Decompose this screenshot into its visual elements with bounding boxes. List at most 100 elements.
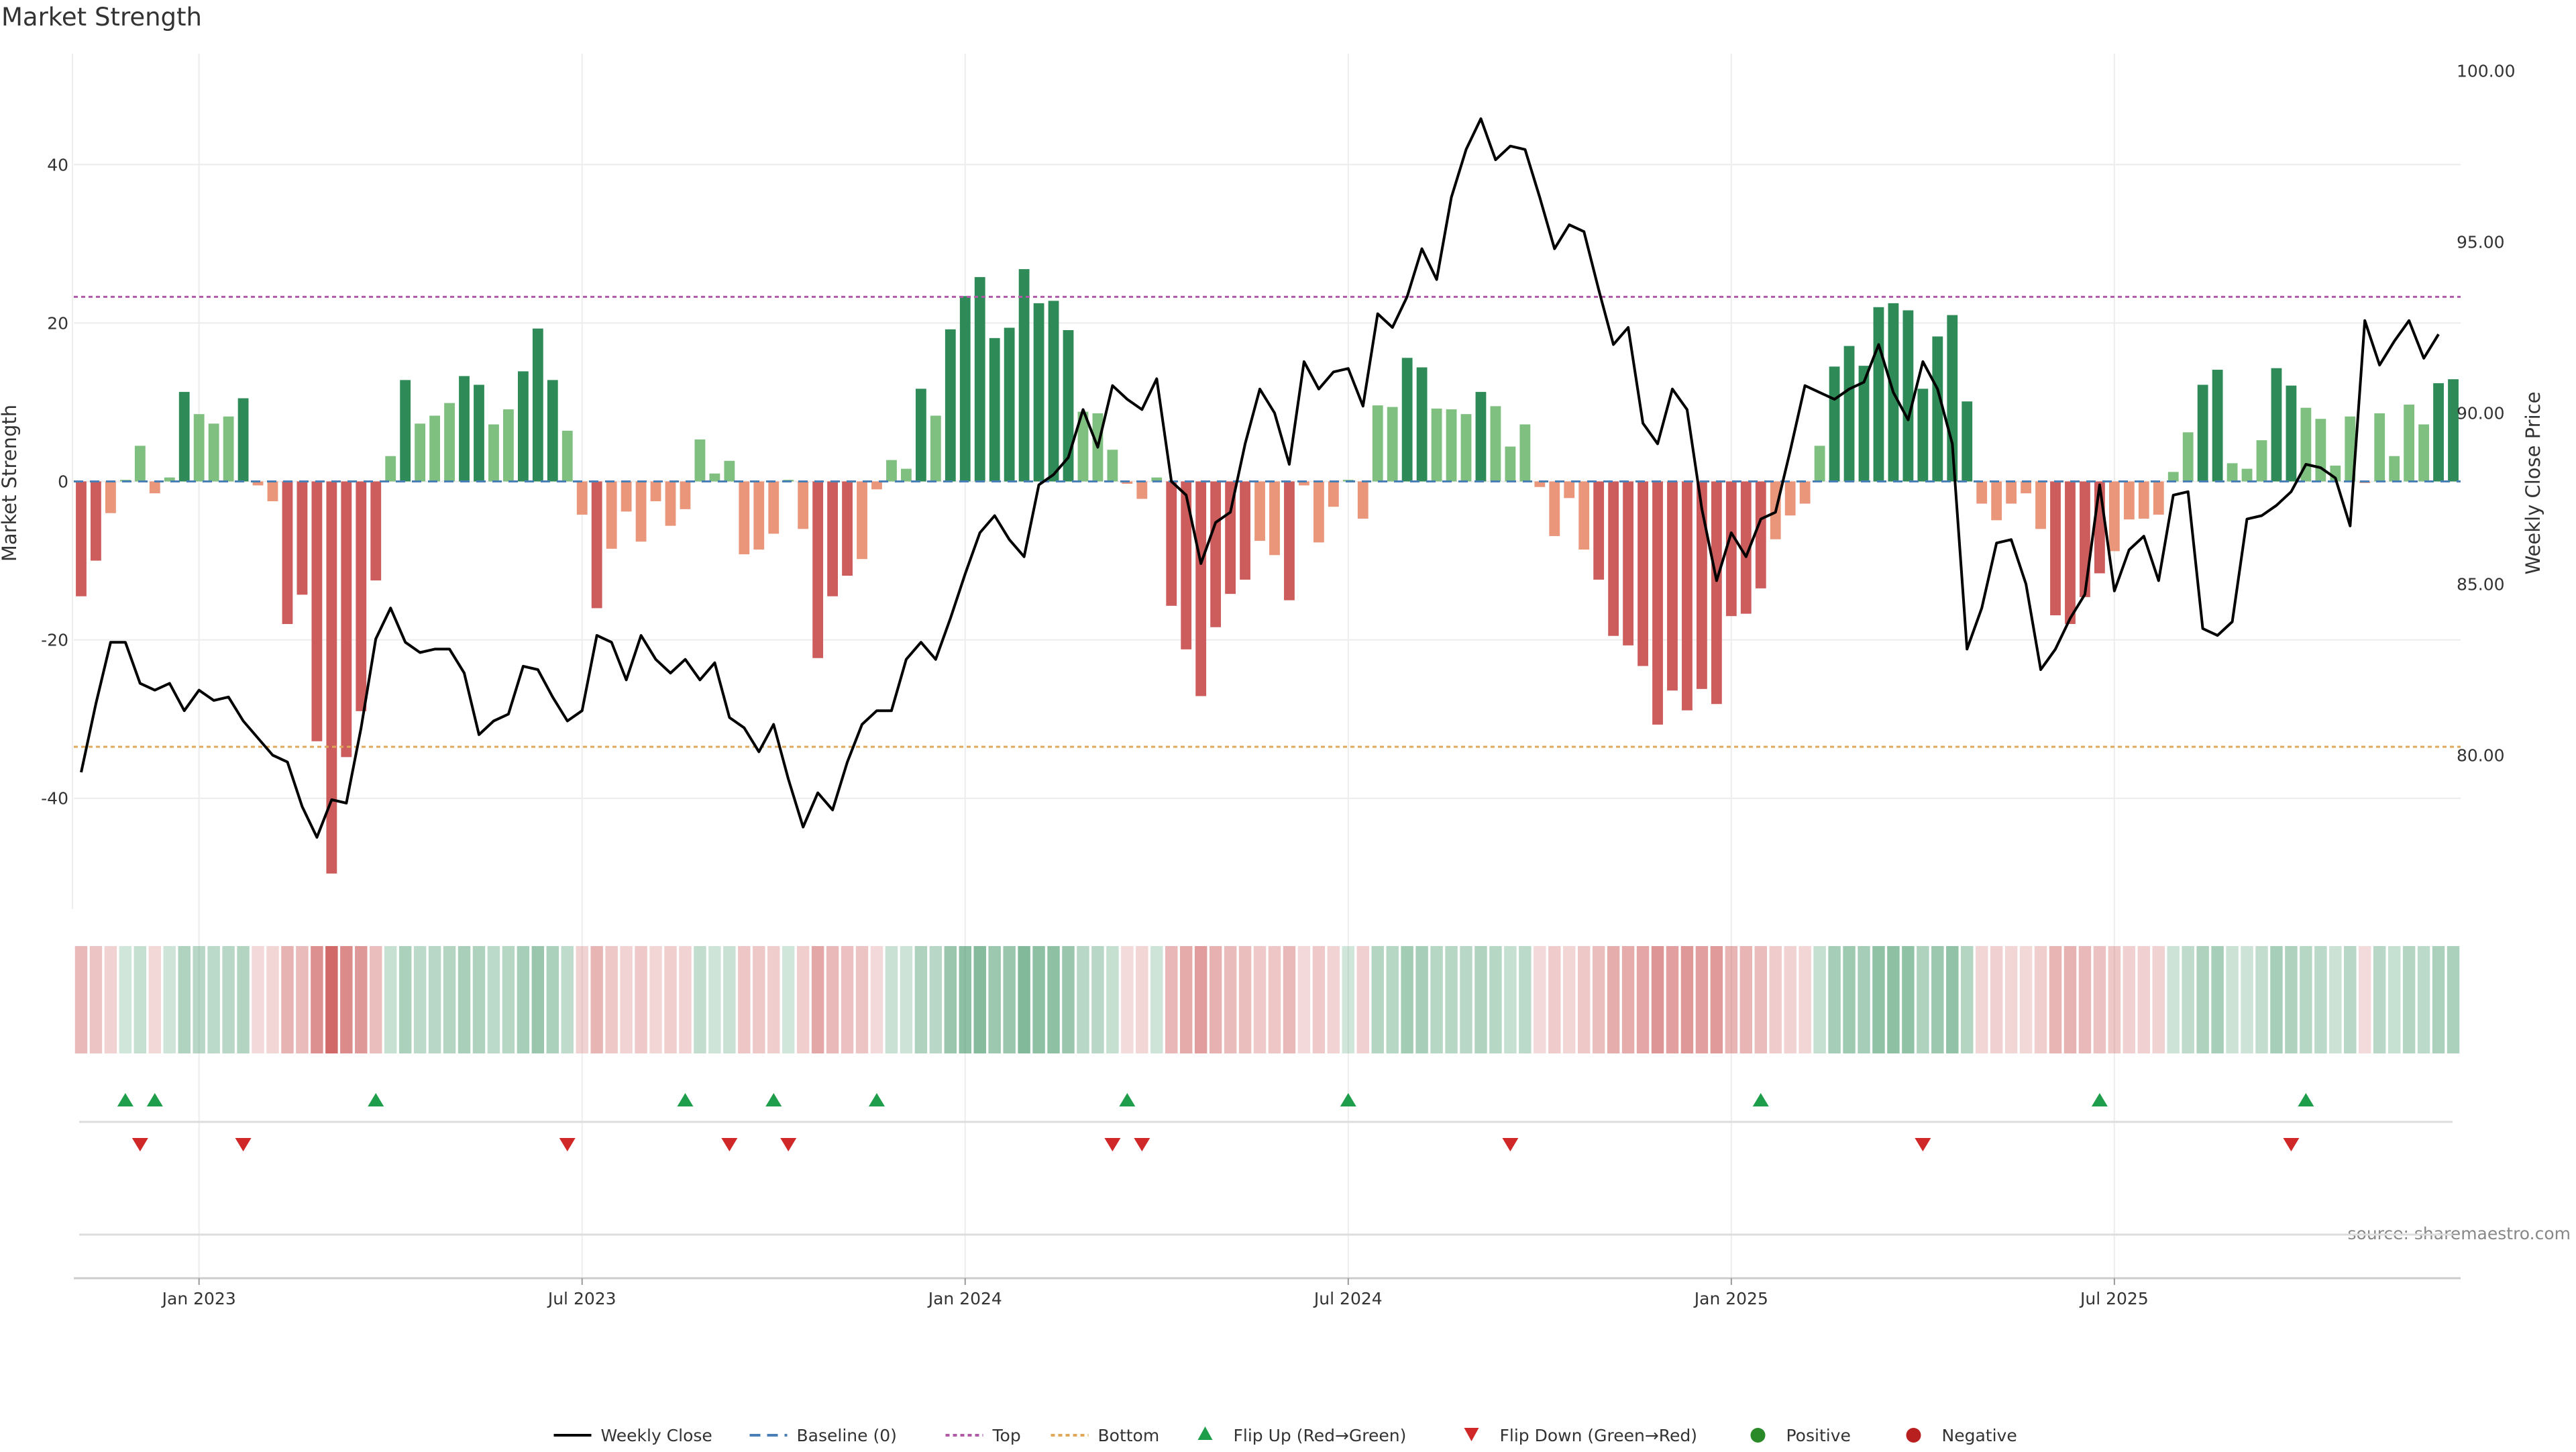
strength-bar xyxy=(842,481,853,576)
strength-bar xyxy=(341,481,352,758)
heat-cell xyxy=(266,946,279,1053)
strength-bar xyxy=(2138,481,2149,519)
strength-bar xyxy=(1475,392,1487,482)
heat-cell xyxy=(2093,946,2106,1053)
legend-label: Flip Up (Red→Green) xyxy=(1234,1426,1407,1445)
legend-swatch xyxy=(1197,1427,1213,1440)
strength-bar xyxy=(1725,481,1737,617)
strength-bar xyxy=(2345,416,2356,482)
strength-bar xyxy=(1107,450,1118,482)
legend[interactable]: Weekly Close Baseline (0) Top Bottom Flip Up… xyxy=(553,1426,2017,1445)
heat-cell xyxy=(1091,946,1104,1053)
legend-item[interactable]: Positive xyxy=(1750,1426,1851,1445)
heat-cell xyxy=(1253,946,1267,1053)
legend-item[interactable]: Top xyxy=(945,1426,1021,1445)
strength-bar xyxy=(1740,481,1752,614)
flip-down-marker xyxy=(721,1138,738,1151)
heat-cell xyxy=(723,946,736,1053)
strength-bar xyxy=(1431,408,1442,482)
heat-cell xyxy=(1769,946,1782,1053)
strength-bar xyxy=(178,392,190,482)
heat-cell xyxy=(1754,946,1767,1053)
legend-item[interactable]: Negative xyxy=(1906,1426,2017,1445)
heat-cell xyxy=(1445,946,1458,1053)
strength-bar xyxy=(753,481,765,550)
heat-cell xyxy=(2417,946,2430,1053)
strength-bar xyxy=(1534,481,1546,487)
strength-bar xyxy=(2286,385,2297,482)
strength-bar xyxy=(237,398,249,482)
strength-bar xyxy=(812,481,824,658)
strength-bar xyxy=(1166,481,1177,606)
legend-item[interactable]: Baseline (0) xyxy=(749,1426,897,1445)
heat-cell xyxy=(472,946,486,1053)
flip-up-marker xyxy=(1752,1093,1769,1106)
legend-item[interactable]: Weekly Close xyxy=(553,1426,712,1445)
strength-bar xyxy=(1697,481,1707,689)
heat-cell xyxy=(281,946,294,1053)
heat-cell xyxy=(944,946,957,1053)
strength-bar xyxy=(385,456,396,482)
strength-bar xyxy=(591,481,602,609)
right-tick-label: 100.00 xyxy=(2457,62,2515,81)
heat-cell xyxy=(517,946,530,1053)
strength-bar xyxy=(1284,481,1295,601)
strength-bar xyxy=(1033,303,1044,482)
heat-cell xyxy=(1047,946,1060,1053)
strength-bar xyxy=(1136,481,1148,499)
strength-bar xyxy=(1181,481,1192,650)
strength-bar xyxy=(1151,477,1163,482)
heat-cell xyxy=(1312,946,1326,1053)
heat-cell xyxy=(311,946,323,1053)
strength-bar xyxy=(1549,481,1560,536)
heat-cell xyxy=(1621,946,1635,1053)
strength-bar xyxy=(193,414,205,482)
heat-cell xyxy=(325,946,338,1053)
heat-cell xyxy=(1607,946,1620,1053)
strength-bar xyxy=(1858,366,1870,482)
strength-bar xyxy=(886,460,897,482)
legend-item[interactable]: Flip Down (Green→Red) xyxy=(1464,1426,1698,1445)
heat-cell xyxy=(2182,946,2194,1053)
legend-label: Positive xyxy=(1786,1426,1851,1445)
strength-bar xyxy=(827,481,838,597)
heat-cell xyxy=(428,946,441,1053)
strength-bar xyxy=(2080,481,2090,597)
heat-cell xyxy=(2241,946,2253,1053)
right-tick-label: 95.00 xyxy=(2457,233,2505,252)
strength-bar xyxy=(474,384,484,482)
heat-cell xyxy=(1577,946,1591,1053)
heat-cell xyxy=(855,946,869,1053)
heat-cell xyxy=(1739,946,1753,1053)
heat-cell xyxy=(1224,946,1237,1053)
strength-bar xyxy=(444,403,455,482)
heat-cell xyxy=(1136,946,1148,1053)
strength-bar xyxy=(768,481,780,534)
heat-cell xyxy=(576,946,588,1053)
heat-cell xyxy=(1858,946,1870,1053)
heat-cell xyxy=(2359,946,2371,1053)
heat-cell xyxy=(1710,946,1723,1053)
heat-cell xyxy=(1961,946,1974,1053)
legend-label: Negative xyxy=(1942,1426,2017,1445)
flip-up-marker xyxy=(117,1093,133,1106)
strength-bar xyxy=(223,416,234,482)
reference-lines xyxy=(74,295,2461,748)
strength-bar xyxy=(282,481,293,624)
heat-cell xyxy=(2387,946,2401,1053)
heat-cell xyxy=(1651,946,1664,1053)
flip-up-marker xyxy=(368,1093,384,1106)
legend-item[interactable]: Bottom xyxy=(1051,1426,1160,1445)
heat-cell xyxy=(1975,946,1988,1053)
heat-cell xyxy=(1489,946,1502,1053)
heat-cell xyxy=(2255,946,2268,1053)
strength-bar xyxy=(1814,446,1825,482)
strength-bar xyxy=(164,477,175,482)
strength-bar xyxy=(267,481,278,502)
strength-bar xyxy=(503,409,514,482)
heat-cell xyxy=(1548,946,1561,1053)
strength-bar xyxy=(2153,481,2164,515)
strength-bar xyxy=(945,329,956,482)
legend-item[interactable]: Flip Up (Red→Green) xyxy=(1197,1426,1407,1445)
strength-bar xyxy=(1932,336,1943,482)
